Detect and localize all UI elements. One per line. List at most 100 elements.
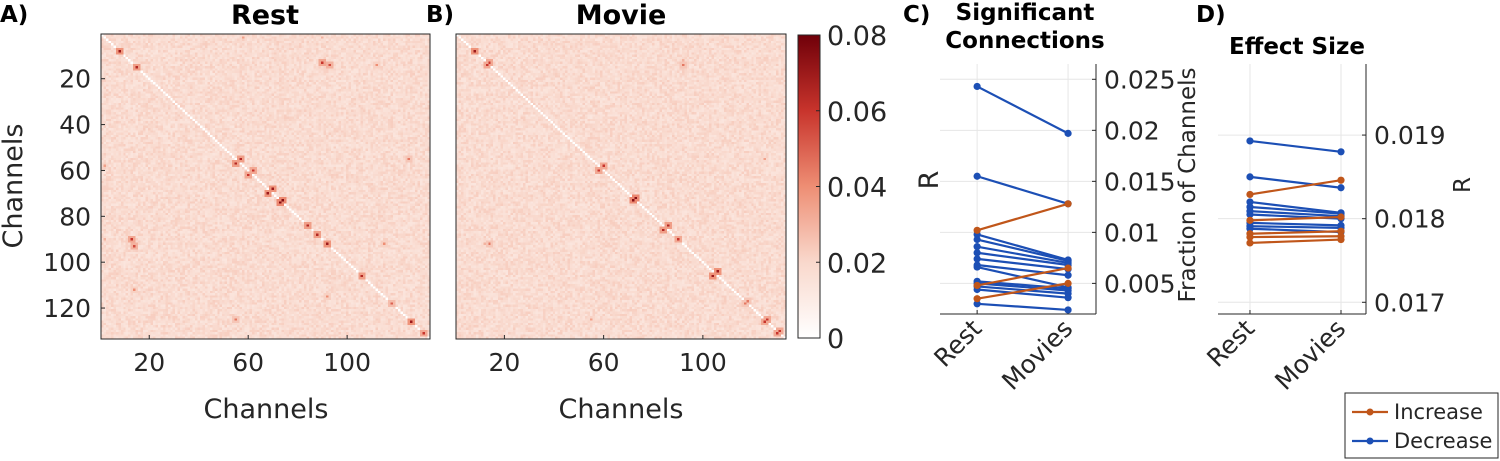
data-point: [1064, 306, 1072, 314]
legend: Increase Decrease: [1344, 392, 1499, 459]
x-tick-label: Movies: [996, 314, 1078, 396]
heatmap-rest: [101, 34, 430, 339]
series-segment: [976, 85, 1069, 135]
data-point: [973, 249, 981, 257]
significant-connections-left-ylabel: R: [914, 171, 945, 190]
data-point: [1337, 235, 1345, 244]
series-segment: [1249, 210, 1342, 218]
data-point: [1064, 264, 1072, 272]
series-segment: [976, 267, 1069, 287]
series-line-decrease: [1246, 137, 1345, 156]
data-point: [973, 281, 981, 290]
series-segment: [976, 238, 1069, 263]
series-segment: [976, 233, 1069, 261]
data-point: [1337, 148, 1345, 156]
series-segment: [1249, 221, 1342, 227]
legend-increase-marker: [1366, 408, 1374, 416]
data-point: [973, 243, 981, 251]
series-line-decrease: [973, 82, 1072, 137]
series-line-increase: [1246, 235, 1345, 247]
series-segment: [1249, 225, 1342, 229]
series-segment: [1249, 175, 1342, 189]
heatmap-movie-axes: 20 60 100: [488, 335, 727, 377]
y-tick-label: 0.015: [1104, 167, 1176, 196]
data-point: [1246, 233, 1254, 241]
data-point: [973, 235, 981, 244]
data-point: [1337, 227, 1345, 235]
series-segment: [977, 257, 1069, 271]
title-significant-connections: Significant Connections: [945, 0, 1104, 54]
data-point: [1246, 216, 1254, 224]
series-line-increase: [1246, 213, 1345, 224]
panel-label-d: D): [1196, 2, 1226, 28]
data-point: [1337, 213, 1345, 221]
legend-decrease-label: Decrease: [1394, 429, 1492, 453]
data-point: [973, 255, 981, 263]
series-line-increase: [973, 279, 1072, 303]
series-segment: [977, 263, 1069, 277]
series-segment: [976, 202, 1069, 232]
y-tick-label: 80: [59, 202, 91, 231]
data-point: [1337, 176, 1345, 184]
series-line-increase: [973, 264, 1072, 290]
series-line-increase: [973, 200, 1072, 234]
series-segment: [977, 302, 1069, 312]
series-line-decrease: [973, 172, 1072, 208]
x-tick-label: Rest: [928, 314, 987, 373]
y-tick-label: 0.019: [1374, 121, 1446, 150]
x-tick-label: 20: [133, 348, 165, 377]
panel-label-a: A): [0, 2, 28, 28]
y-tick-label: 40: [59, 111, 91, 140]
panel-label-c: C): [903, 2, 930, 28]
y-tick-label: 0.018: [1374, 205, 1446, 234]
data-point: [973, 226, 981, 234]
title-effect-size: Effect Size: [1229, 34, 1365, 60]
y-tick-label: 120: [43, 294, 91, 323]
series-line-decrease: [973, 300, 1072, 314]
data-point: [973, 82, 981, 91]
data-point: [1064, 129, 1072, 137]
x-tick-label: 60: [232, 348, 264, 377]
legend-decrease-marker: [1366, 437, 1374, 445]
colorbar-ticks: 0 0.02 0.04 0.06 0.08: [816, 21, 887, 355]
heatmap-rest-ylabel: Channels: [0, 124, 29, 249]
data-point: [1064, 294, 1072, 302]
x-tick-label: 100: [323, 348, 371, 377]
y-tick-label: 20: [59, 65, 91, 94]
y-tick-label: 0.005: [1104, 269, 1176, 298]
effect-size-ylabel: R: [1450, 177, 1476, 193]
effect-size-plot: 0.017 0.018 0.019 Rest Movies: [1201, 64, 1446, 396]
series-segment: [1249, 230, 1342, 235]
legend-box: [1344, 392, 1499, 459]
series-segment: [1249, 200, 1342, 214]
series-segment: [1249, 139, 1342, 153]
heatmap-movie-xlabel: Channels: [559, 394, 684, 425]
data-point: [1246, 239, 1254, 247]
colorbar-tick-label: 0: [827, 324, 844, 355]
data-point: [1246, 225, 1254, 233]
series-line-decrease: [973, 261, 1072, 279]
x-tick-label: Rest: [1201, 314, 1260, 373]
colorbar-tick-label: 0.08: [827, 21, 887, 52]
panel-label-b: B): [426, 2, 454, 28]
series-segment: [977, 288, 1069, 299]
data-point: [973, 295, 981, 303]
series-segment: [1249, 215, 1342, 222]
data-point: [1246, 173, 1254, 181]
series-segment: [976, 245, 1069, 265]
y-tick-label: 0.02: [1104, 116, 1160, 145]
heatmap-rest-axes: 20 60 100 20 40 60 80 100 120: [43, 65, 371, 377]
heatmap-image: [456, 34, 786, 339]
y-tick-label: 0.017: [1374, 288, 1446, 317]
y-tick-label: 100: [43, 248, 91, 277]
data-point: [1337, 184, 1345, 192]
data-point: [1246, 190, 1254, 199]
legend-increase-label: Increase: [1394, 400, 1483, 424]
data-point: [1064, 200, 1072, 208]
x-tick-label: 20: [488, 348, 520, 377]
series-line-decrease: [1246, 173, 1345, 192]
x-tick-label: Movies: [1269, 314, 1351, 396]
series-segment: [1249, 235, 1341, 239]
series-line-increase: [1246, 176, 1345, 199]
